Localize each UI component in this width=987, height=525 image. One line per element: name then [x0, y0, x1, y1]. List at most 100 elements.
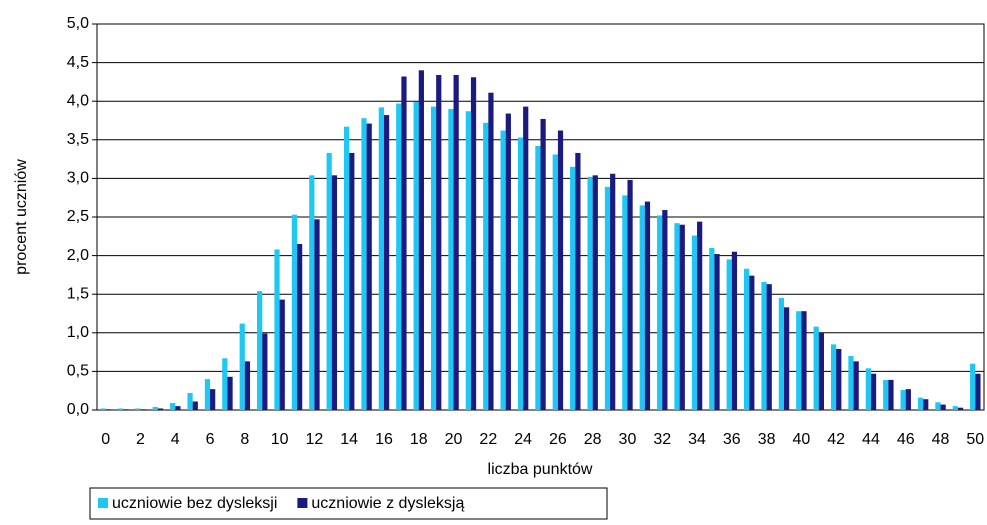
x-tick-label: 14 [340, 431, 358, 448]
bar [523, 106, 529, 410]
x-tick-label: 40 [792, 431, 810, 448]
bar [731, 251, 738, 410]
bar [105, 409, 111, 410]
bar [343, 126, 350, 411]
x-tick-label: 2 [136, 431, 145, 448]
bar [691, 235, 698, 410]
bar [604, 186, 611, 410]
bar [448, 108, 454, 411]
bar [592, 175, 598, 410]
bar [535, 145, 541, 410]
y-axis-title: procent uczniów [13, 159, 30, 275]
bar [836, 349, 842, 410]
y-tick-label: 3,0 [67, 170, 89, 187]
bar [383, 115, 390, 410]
bar [818, 332, 824, 410]
x-tick-label: 10 [271, 431, 289, 448]
y-tick-label: 0,0 [67, 401, 89, 418]
bar [778, 298, 784, 410]
bar [870, 373, 877, 410]
bar [610, 173, 616, 410]
bar [957, 407, 964, 410]
bar [257, 291, 263, 410]
bar [170, 403, 176, 410]
bar [470, 77, 477, 410]
bar [923, 399, 929, 410]
x-tick-label: 24 [514, 431, 532, 448]
y-tick-label: 0,5 [67, 363, 89, 380]
bar [413, 101, 419, 411]
bar [117, 408, 124, 410]
x-tick-label: 44 [862, 431, 880, 448]
bar [709, 247, 715, 410]
bar [366, 123, 372, 410]
y-tick-label: 5,0 [67, 15, 89, 32]
x-tick-label: 42 [827, 431, 845, 448]
bar [135, 408, 141, 410]
bar [465, 111, 471, 411]
x-tick-label: 8 [240, 431, 249, 448]
bar [297, 244, 303, 410]
bar [331, 175, 338, 410]
x-tick-label: 4 [171, 431, 180, 448]
bar [830, 344, 837, 410]
bar [761, 281, 767, 410]
bar [557, 130, 564, 410]
bar [175, 406, 181, 410]
x-tick-label: 22 [479, 431, 497, 448]
bar [883, 379, 889, 410]
x-tick-label: 36 [723, 431, 741, 448]
legend-box [89, 487, 608, 520]
bar [865, 368, 871, 410]
bar [783, 307, 790, 410]
bar [418, 70, 424, 410]
x-tick-label: 20 [445, 431, 463, 448]
bar [244, 361, 251, 410]
bar [314, 219, 320, 410]
bar [192, 401, 198, 410]
bar [749, 275, 755, 410]
bar [975, 373, 981, 410]
bar [570, 166, 576, 410]
bar [766, 284, 772, 410]
bar [970, 363, 976, 410]
bar [140, 409, 146, 410]
bar [940, 404, 946, 410]
x-tick-label: 30 [619, 431, 637, 448]
bar [436, 74, 442, 411]
bar [714, 254, 720, 410]
x-tick-label: 32 [653, 431, 671, 448]
legend-label: uczniowie z dysleksją [311, 495, 464, 512]
x-tick-label: 46 [897, 431, 915, 448]
bar [952, 406, 958, 410]
bar [361, 118, 367, 411]
bar [349, 152, 355, 410]
legend-swatch [297, 498, 308, 508]
bar [326, 152, 332, 410]
x-tick-label: 12 [306, 431, 324, 448]
bar [848, 355, 854, 410]
bar [274, 249, 280, 410]
bar [152, 406, 158, 410]
x-tick-label: 50 [966, 431, 984, 448]
bar [100, 408, 106, 410]
bar [552, 154, 558, 410]
bar [291, 214, 298, 410]
bar [123, 409, 129, 410]
bar [639, 205, 645, 410]
bar [657, 215, 663, 410]
x-tick-label: 48 [932, 431, 950, 448]
bar [540, 118, 546, 411]
x-tick-label: 38 [758, 431, 776, 448]
bar [935, 402, 941, 410]
bar [697, 221, 703, 410]
bar [505, 113, 511, 410]
x-tick-label: 6 [206, 431, 215, 448]
bar [210, 389, 216, 410]
bar [483, 122, 489, 410]
bar [644, 201, 651, 410]
bar [500, 130, 506, 410]
bar [204, 379, 211, 410]
x-tick-label: 18 [410, 431, 428, 448]
